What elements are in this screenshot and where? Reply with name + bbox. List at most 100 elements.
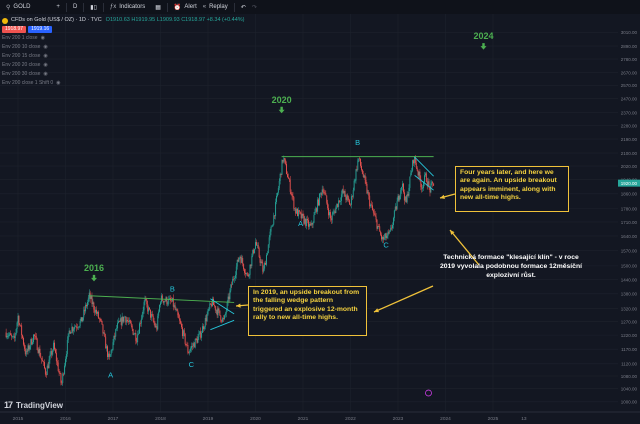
candle-body (387, 231, 389, 236)
candle-body (288, 178, 290, 180)
candle-body (177, 310, 179, 316)
candle-body (272, 224, 274, 227)
candle-body (151, 314, 153, 316)
candle-body (223, 318, 224, 320)
indicator-row[interactable]: Env 200 20 close ◉ (2, 61, 245, 70)
candle-body (68, 330, 70, 334)
sell-price[interactable]: 1918.97 (2, 26, 27, 33)
indicator-row[interactable]: Env 200 close 1 Shift 0 ◉ (2, 79, 245, 88)
divider (233, 2, 235, 12)
interval-button[interactable]: D (73, 4, 77, 10)
templates-button[interactable]: ▦ (155, 4, 161, 11)
candle-body (127, 319, 129, 322)
eye-icon[interactable]: ◉ (43, 44, 48, 50)
eye-icon[interactable]: ◉ (40, 35, 45, 41)
candle-body (35, 336, 37, 339)
candle-body (281, 160, 283, 175)
candle-body (113, 335, 115, 343)
candle-body (79, 321, 81, 327)
candle-body (34, 336, 36, 337)
candle-body (203, 326, 205, 330)
price-chart[interactable]: 2016 2020 2024 A B C A B C 1000.00 1040.00 1080.00… (0, 14, 640, 424)
candle-body (142, 310, 144, 314)
undo-icon: ↶ (240, 4, 246, 11)
tv-logo-icon: 17 (4, 400, 13, 410)
candle-body (345, 196, 347, 200)
candle-body (33, 334, 34, 343)
candle-body (145, 298, 147, 300)
candle-body (32, 342, 34, 345)
candle-body (41, 358, 43, 360)
candle-body (222, 318, 224, 322)
price-boxes: 1918.97 1919.16 (2, 25, 245, 34)
eye-icon[interactable]: ◉ (43, 53, 48, 59)
candle-body (86, 304, 87, 307)
chart-type-button[interactable]: ▮▯ (90, 4, 97, 11)
symbol-search[interactable]: ⚲ GOLD (6, 4, 30, 11)
candle-body (110, 350, 112, 355)
candle-body (308, 224, 310, 227)
candle-body (245, 272, 246, 275)
candle-body (37, 349, 39, 353)
candle-body (373, 212, 375, 215)
candle-body (76, 326, 77, 328)
candle-body (413, 156, 415, 164)
candle-body (180, 320, 182, 324)
candle-body (342, 189, 344, 193)
candle-body (161, 295, 163, 301)
candle-body (184, 333, 186, 344)
candle-body (174, 305, 176, 310)
candle-body (19, 324, 21, 326)
candle-body (82, 317, 84, 322)
candle-body (198, 333, 200, 337)
candle-body (329, 212, 330, 216)
candle-body (22, 335, 24, 338)
candle-body (292, 195, 294, 198)
replay-button[interactable]: « Replay (203, 4, 228, 10)
alert-button[interactable]: ⏰ Alert (174, 4, 197, 11)
indicators-button[interactable]: ƒx Indicators (110, 4, 145, 10)
symbol-title[interactable]: CFDs on Gold (US$ / OZ) · 1D · TVC (11, 17, 102, 23)
candle-body (196, 339, 198, 343)
price-tick-label: 2280.00 (621, 123, 638, 128)
compare-button[interactable]: + (56, 4, 60, 10)
candle-body (328, 208, 330, 216)
buy-price[interactable]: 1919.16 (28, 26, 53, 33)
price-tick-label: 2370.00 (621, 110, 638, 115)
candles-icon: ▮▯ (90, 4, 97, 11)
indicator-row[interactable]: Env 200 30 close ◉ (2, 70, 245, 79)
grid (0, 14, 618, 412)
candle-body (347, 195, 349, 198)
eye-icon[interactable]: ◉ (56, 80, 61, 86)
candle-body (385, 233, 387, 239)
candle-body (330, 218, 332, 221)
candle-body (59, 372, 61, 374)
candle-body (256, 245, 258, 246)
eye-icon[interactable]: ◉ (43, 62, 48, 68)
eye-icon[interactable]: ◉ (43, 71, 48, 77)
tradingview-logo[interactable]: 17 TradingView (4, 400, 63, 410)
candle-body (65, 358, 66, 366)
candle-body (90, 296, 92, 299)
search-icon: ⚲ (6, 4, 11, 11)
candle-body (269, 231, 271, 238)
indicator-row[interactable]: Env 200 1 close ◉ (2, 34, 245, 43)
resistance-line-2016 (89, 295, 235, 303)
undo-button[interactable]: ↶ (241, 4, 246, 11)
candle-body (133, 334, 135, 335)
candle-body (95, 309, 97, 313)
divider (65, 2, 67, 12)
price-tick-label: 2780.00 (621, 57, 638, 62)
candle-body (335, 207, 337, 213)
replay-label: Replay (209, 4, 228, 10)
indicator-row[interactable]: Env 200 10 close ◉ (2, 43, 245, 52)
candle-body (350, 196, 352, 205)
candle-body (413, 160, 414, 164)
candle-body (301, 213, 303, 219)
candle-body (72, 327, 74, 331)
indicator-row[interactable]: Env 200 15 close ◉ (2, 52, 245, 61)
candle-body (278, 180, 280, 189)
candle-body (219, 310, 221, 316)
axes: 1000.00 1040.00 1080.00 1120.00 1170.00 1220.… (0, 14, 640, 424)
redo-button[interactable]: ↷ (252, 4, 257, 11)
